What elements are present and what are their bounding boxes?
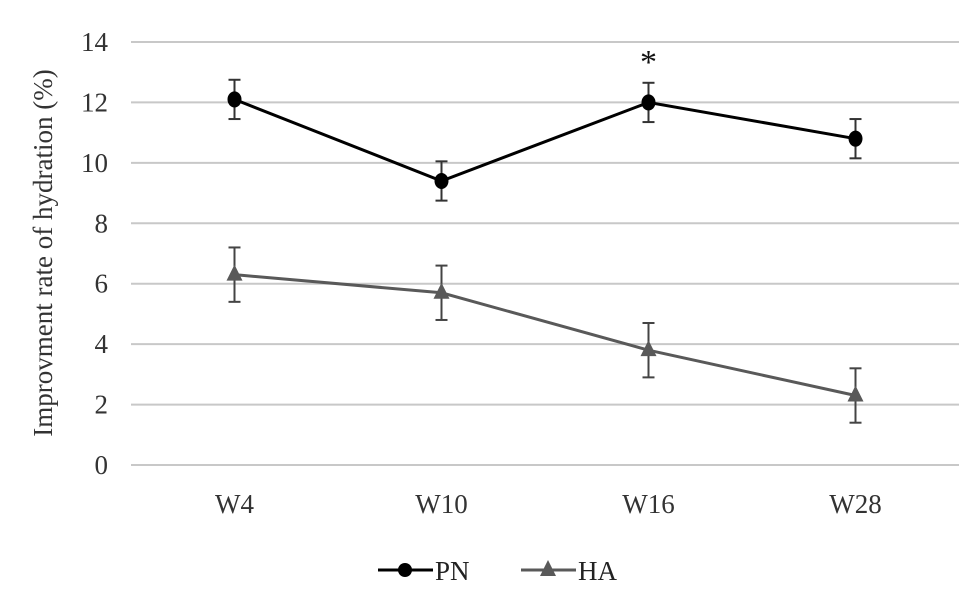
- legend: PN HA: [378, 556, 617, 586]
- y-tick-label: 12: [81, 87, 108, 117]
- y-tick-label: 6: [95, 269, 109, 299]
- series-line: [234, 273, 856, 397]
- legend-label: HA: [578, 556, 617, 586]
- legend-marker: [540, 560, 556, 576]
- series-line: [233, 98, 856, 183]
- data-point: [226, 264, 243, 281]
- data-point: [434, 172, 449, 189]
- x-tick-label: W10: [415, 489, 467, 519]
- y-axis-label: Improvment rate of hydration (%): [28, 69, 58, 436]
- data-point: [640, 340, 657, 357]
- y-tick-label: 8: [95, 208, 109, 238]
- series-ha: [226, 246, 864, 424]
- significance-marker: *: [640, 44, 657, 81]
- data-point: [433, 282, 450, 299]
- legend-marker: [398, 563, 412, 577]
- x-tick-label: W16: [622, 489, 674, 519]
- y-tick-label: 2: [95, 390, 109, 420]
- data-point: [641, 94, 656, 111]
- legend-label: PN: [435, 556, 470, 586]
- x-tick-label: W4: [215, 489, 254, 519]
- y-tick-label: 4: [95, 329, 109, 359]
- data-point: [227, 91, 242, 108]
- data-point: [847, 385, 864, 402]
- y-tick-label: 10: [81, 148, 108, 178]
- data-point: [848, 130, 863, 147]
- x-tick-label: W28: [829, 489, 881, 519]
- series-pn: [227, 78, 863, 202]
- y-tick-label: 0: [95, 450, 109, 480]
- y-tick-label: 14: [81, 27, 109, 57]
